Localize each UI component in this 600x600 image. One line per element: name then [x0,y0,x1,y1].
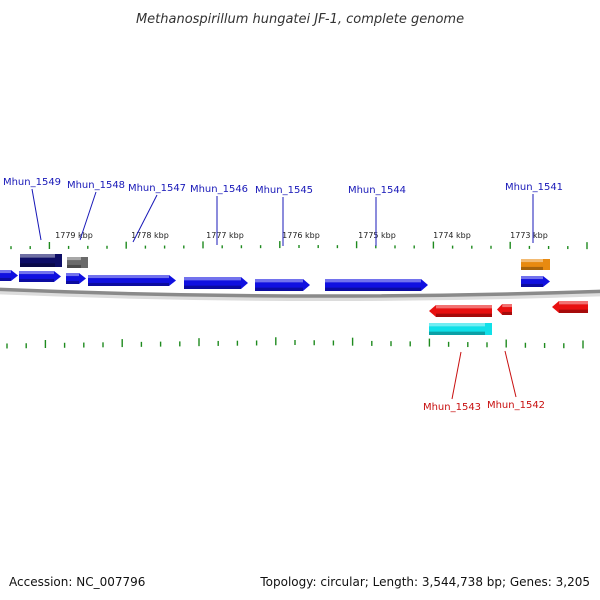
forward-cds-arrow[interactable] [255,279,310,291]
backbone-shadow [0,288,600,302]
feature-highlight [502,304,512,308]
feature-highlight [88,275,169,279]
reverse-cds-arrow[interactable] [552,301,588,313]
forward-cds-arrow[interactable] [0,270,18,281]
feature-shadow [0,277,11,281]
feature-highlight [521,259,543,263]
feature-highlight [20,254,55,258]
orange-feature-block[interactable] [521,259,550,270]
gene-labels: Mhun_1549 Mhun_1548 Mhun_1547 Mhun_1546 Mhun… [3,177,563,413]
forward-cds-arrow[interactable] [184,277,248,289]
feature-highlight [325,279,421,283]
leader-line [504,350,517,398]
feature-highlight [66,273,79,277]
forward-cds-arrow[interactable] [325,279,428,291]
feature-shadow [184,285,241,289]
gene-label[interactable]: Mhun_1549 [3,177,61,188]
feature-shadow [67,264,81,268]
feature-shadow [66,280,79,284]
feature-shadow [502,311,512,315]
feature-highlight [429,323,485,327]
scale-label: 1776 kbp [282,231,320,240]
forward-cds-arrow[interactable] [521,276,550,287]
scale-label: 1779 kbp [55,231,93,240]
gene-label[interactable]: Mhun_1545 [255,185,313,196]
scale-label: 1775 kbp [358,231,396,240]
feature-shadow [521,266,543,270]
reverse-cds-arrow[interactable] [497,304,512,315]
feature-highlight [255,279,303,283]
feature-highlight [521,276,543,280]
gene-features [0,254,588,335]
label-leader-lines [31,188,534,400]
outer-tick-marks [10,241,588,250]
gene-label[interactable]: Mhun_1541 [505,182,563,193]
leader-line [31,188,42,241]
leader-line [132,194,158,243]
feature-highlight [184,277,241,281]
scale-label: 1774 kbp [433,231,471,240]
accession-text: Accession: NC_007796 [9,575,145,589]
rna-feature-block[interactable] [20,254,62,267]
feature-highlight [436,305,492,309]
gene-label[interactable]: Mhun_1544 [348,185,406,196]
cyan-feature-block[interactable] [429,323,492,335]
leader-line [79,191,97,241]
scale-label: 1773 kbp [510,231,548,240]
gene-label[interactable]: Mhun_1542 [487,400,545,411]
forward-cds-arrow[interactable] [19,271,61,282]
feature-shadow [429,331,485,335]
feature-shadow [19,278,54,282]
feature-shadow [559,309,588,313]
feature-shadow [255,287,303,291]
feature-shadow [88,282,169,286]
gene-label[interactable]: Mhun_1543 [423,402,481,413]
scale-labels: 1779 kbp 1778 kbp 1777 kbp 1776 kbp 1775 kbp… [55,231,548,240]
genome-backbone [0,287,600,298]
pseudogene-block[interactable] [67,257,88,268]
leader-line [451,351,462,400]
feature-shadow [436,313,492,317]
feature-shadow [325,287,421,291]
feature-shadow [20,263,55,267]
map-title: Methanospirillum hungatei JF-1, complete… [136,12,464,27]
scale-label: 1778 kbp [131,231,169,240]
feature-highlight [559,301,588,305]
forward-cds-arrow[interactable] [66,273,86,284]
gene-label[interactable]: Mhun_1547 [128,183,186,194]
reverse-cds-arrow[interactable] [429,305,492,317]
inner-tick-marks [6,337,584,349]
genome-summary-text: Topology: circular; Length: 3,544,738 bp… [259,575,590,589]
feature-shadow [521,283,543,287]
scale-label: 1777 kbp [206,231,244,240]
feature-highlight [0,270,11,274]
feature-highlight [67,257,81,261]
gene-label[interactable]: Mhun_1548 [67,180,125,191]
gene-label[interactable]: Mhun_1546 [190,184,248,195]
forward-cds-arrow[interactable] [88,275,176,286]
feature-highlight [19,271,54,275]
